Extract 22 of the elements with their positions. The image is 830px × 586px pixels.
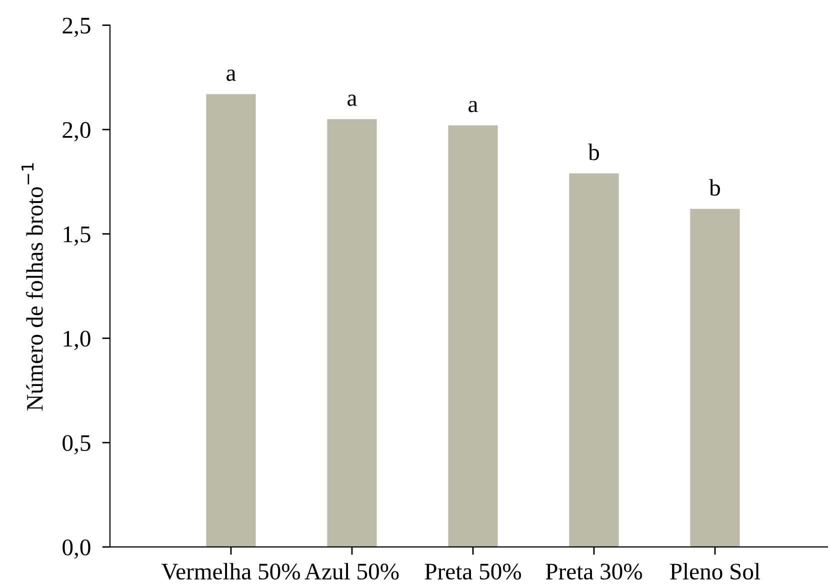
x-tick-label: Preta 30% — [546, 564, 642, 580]
annotation: a — [348, 94, 357, 106]
annotation: a — [226, 70, 236, 81]
x-tick-label: Pleno Sol — [670, 562, 760, 580]
y-axis-title: Número de folhas broto$^{−1}$ — [22, 163, 43, 411]
bar — [206, 94, 256, 547]
annotation: b — [709, 179, 720, 196]
bar — [569, 173, 619, 547]
y-tick-label: 0,5 — [62, 435, 90, 454]
annotation: a — [468, 100, 478, 112]
x-tick-label: Vermelha 50% — [161, 562, 300, 580]
annotation: b — [588, 144, 599, 160]
y-tick-label: 0,0 — [62, 539, 90, 559]
bar — [448, 125, 498, 547]
x-tick-label: Preta 50% — [424, 564, 522, 580]
y-tick-label: 2,5 — [62, 18, 90, 38]
x-tick-label: Azul 50% — [304, 562, 399, 580]
bar — [690, 208, 740, 547]
y-tick-label: 2,0 — [62, 122, 90, 142]
y-tick-label: 1,5 — [64, 226, 90, 246]
bar — [327, 119, 377, 547]
y-tick-label: 1,0 — [64, 330, 90, 350]
